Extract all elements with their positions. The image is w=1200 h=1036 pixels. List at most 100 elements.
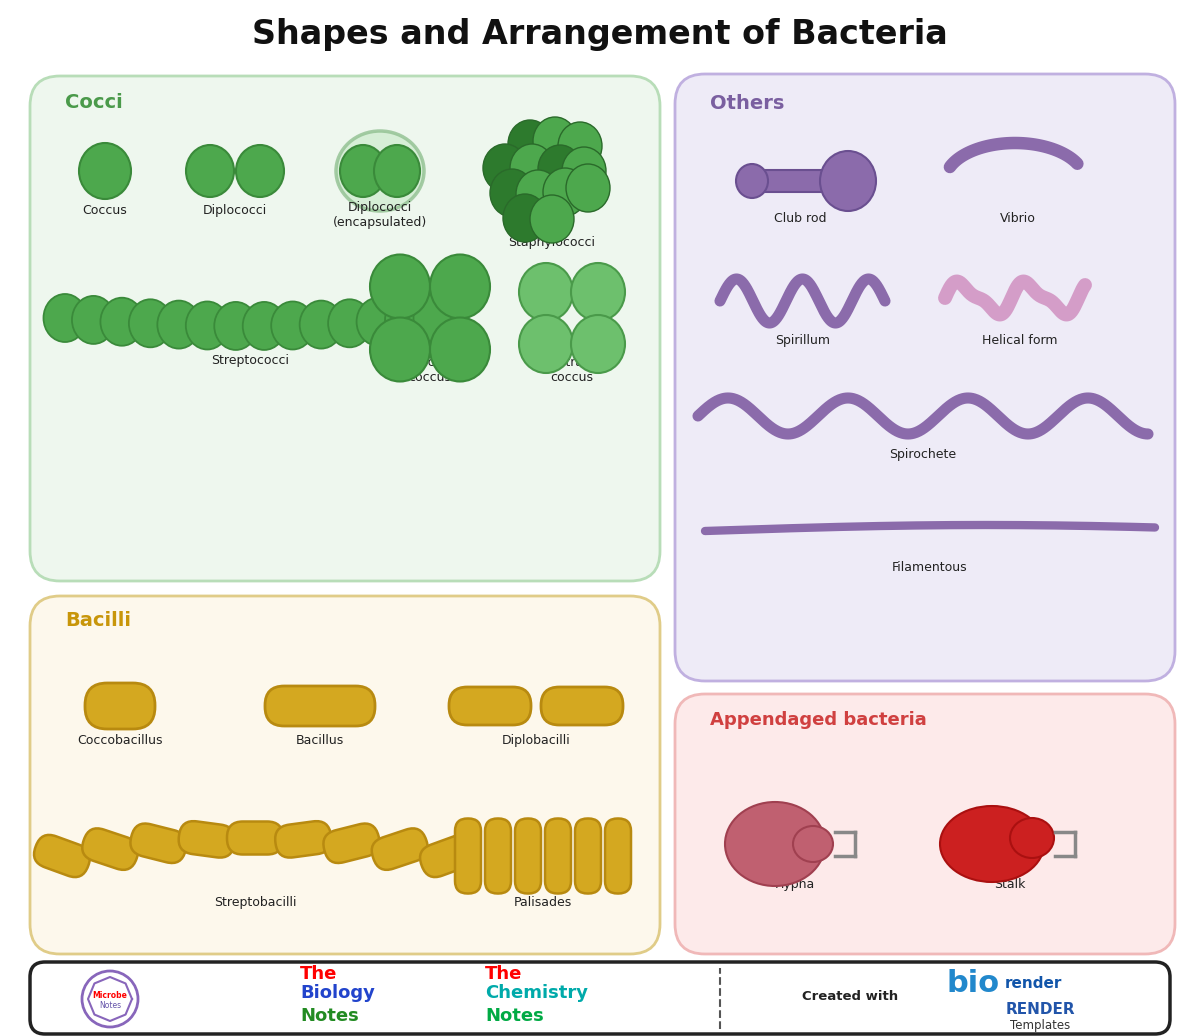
Ellipse shape: [242, 301, 286, 350]
FancyBboxPatch shape: [265, 686, 376, 726]
Text: Tetrad
coccus: Tetrad coccus: [551, 356, 594, 384]
Text: Created with: Created with: [802, 989, 898, 1003]
Ellipse shape: [533, 117, 577, 165]
Text: Palisades: Palisades: [514, 896, 572, 909]
Ellipse shape: [215, 301, 257, 350]
Ellipse shape: [940, 806, 1044, 882]
Ellipse shape: [571, 263, 625, 321]
Ellipse shape: [414, 294, 456, 342]
Ellipse shape: [128, 299, 172, 347]
FancyBboxPatch shape: [227, 822, 283, 855]
Ellipse shape: [385, 296, 428, 344]
Text: Coccus: Coccus: [83, 204, 127, 217]
Ellipse shape: [516, 170, 560, 218]
Ellipse shape: [72, 296, 115, 344]
Text: Diplobacilli: Diplobacilli: [502, 733, 570, 747]
FancyBboxPatch shape: [605, 818, 631, 893]
Ellipse shape: [1010, 818, 1054, 858]
FancyBboxPatch shape: [83, 829, 138, 870]
Text: Streptococci: Streptococci: [211, 354, 289, 367]
Ellipse shape: [736, 164, 768, 198]
Text: Helical form: Helical form: [983, 334, 1057, 347]
FancyBboxPatch shape: [131, 824, 186, 863]
Text: Templates: Templates: [1010, 1019, 1070, 1033]
Ellipse shape: [370, 317, 430, 381]
Ellipse shape: [503, 194, 547, 242]
Ellipse shape: [820, 151, 876, 211]
Text: Cocci: Cocci: [65, 93, 122, 112]
FancyBboxPatch shape: [34, 835, 90, 877]
Text: Chemistry: Chemistry: [485, 984, 588, 1002]
Ellipse shape: [490, 169, 534, 217]
FancyBboxPatch shape: [372, 829, 427, 870]
FancyBboxPatch shape: [30, 962, 1170, 1034]
Ellipse shape: [336, 131, 424, 211]
Ellipse shape: [793, 826, 833, 862]
Ellipse shape: [530, 195, 574, 243]
Ellipse shape: [510, 144, 554, 192]
FancyBboxPatch shape: [674, 74, 1175, 681]
FancyBboxPatch shape: [179, 822, 235, 858]
Text: The: The: [485, 965, 522, 983]
Ellipse shape: [430, 255, 490, 318]
FancyBboxPatch shape: [85, 683, 155, 729]
FancyBboxPatch shape: [541, 687, 623, 725]
FancyBboxPatch shape: [30, 596, 660, 954]
Ellipse shape: [562, 147, 606, 195]
Text: Staphylococci: Staphylococci: [509, 236, 595, 249]
Text: Appendaged bacteria: Appendaged bacteria: [710, 711, 926, 729]
Text: Notes: Notes: [485, 1007, 544, 1025]
Text: Streptobacilli: Streptobacilli: [214, 896, 296, 909]
Text: bio: bio: [947, 970, 1000, 999]
Ellipse shape: [186, 145, 234, 197]
Ellipse shape: [370, 255, 430, 318]
Ellipse shape: [508, 120, 552, 168]
Ellipse shape: [538, 145, 582, 193]
Ellipse shape: [430, 317, 490, 381]
Text: Diplococci: Diplococci: [203, 204, 268, 217]
Ellipse shape: [374, 145, 420, 197]
Ellipse shape: [340, 145, 386, 197]
Ellipse shape: [43, 294, 86, 342]
Text: Vibrio: Vibrio: [1000, 212, 1036, 225]
Text: Shapes and Arrangement of Bacteria: Shapes and Arrangement of Bacteria: [252, 18, 948, 51]
Ellipse shape: [271, 301, 314, 349]
Text: Bacillus: Bacillus: [296, 733, 344, 747]
Text: Microbe: Microbe: [92, 990, 127, 1000]
Text: Stalk: Stalk: [995, 877, 1026, 891]
Text: Diplococci
(encapsulated): Diplococci (encapsulated): [332, 201, 427, 229]
Ellipse shape: [79, 143, 131, 199]
FancyBboxPatch shape: [324, 824, 379, 863]
FancyBboxPatch shape: [674, 694, 1175, 954]
Text: Notes: Notes: [300, 1007, 359, 1025]
FancyBboxPatch shape: [275, 822, 331, 858]
FancyBboxPatch shape: [485, 818, 511, 893]
Ellipse shape: [520, 263, 574, 321]
Ellipse shape: [520, 315, 574, 373]
FancyBboxPatch shape: [420, 835, 476, 877]
Text: Biology: Biology: [300, 984, 374, 1002]
Ellipse shape: [542, 168, 587, 215]
Text: The: The: [300, 965, 337, 983]
Circle shape: [82, 971, 138, 1027]
Ellipse shape: [300, 300, 343, 348]
FancyBboxPatch shape: [449, 687, 530, 725]
FancyBboxPatch shape: [545, 818, 571, 893]
Text: Coccobacillus: Coccobacillus: [77, 733, 163, 747]
Text: Filamentous: Filamentous: [892, 562, 968, 574]
Text: Notes: Notes: [98, 1001, 121, 1009]
Text: RENDER: RENDER: [1006, 1003, 1075, 1017]
Text: Club rod: Club rod: [774, 212, 827, 225]
Ellipse shape: [571, 315, 625, 373]
Ellipse shape: [157, 300, 200, 348]
Text: Others: Others: [710, 94, 785, 113]
Ellipse shape: [482, 144, 527, 192]
Text: Spirillum: Spirillum: [775, 334, 830, 347]
Ellipse shape: [558, 122, 602, 170]
Text: render: render: [1006, 977, 1062, 991]
Text: Sarcina
coccus: Sarcina coccus: [407, 356, 454, 384]
Ellipse shape: [566, 164, 610, 212]
Text: Hypha: Hypha: [775, 877, 815, 891]
FancyBboxPatch shape: [30, 76, 660, 581]
Ellipse shape: [236, 145, 284, 197]
